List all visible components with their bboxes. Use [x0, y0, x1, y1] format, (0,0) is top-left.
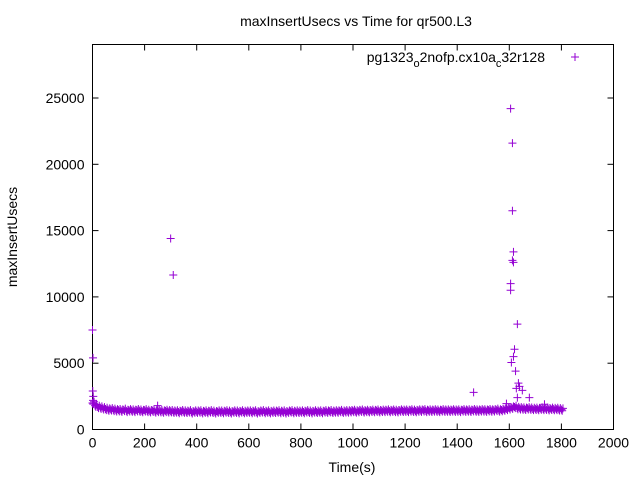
- data-point-outlier: [153, 401, 162, 410]
- x-tick-label: 600: [237, 435, 261, 451]
- data-point-outlier: [508, 139, 517, 148]
- data-point-outlier: [508, 206, 517, 215]
- data-point-outlier: [509, 352, 518, 361]
- legend-label: pg1323o2nofp.cx10ac32r128: [367, 49, 545, 70]
- data-point-outlier: [514, 379, 523, 388]
- legend-marker: [571, 53, 579, 61]
- data-point-outlier: [525, 393, 534, 402]
- x-tick-label: 1800: [546, 435, 577, 451]
- x-tick-label: 800: [289, 435, 313, 451]
- y-tick-label: 15000: [46, 223, 85, 239]
- data-point-outlier: [511, 367, 520, 376]
- data-point-outlier: [509, 258, 518, 267]
- y-axis-label: maxInsertUsecs: [4, 187, 20, 287]
- data-point-outlier: [540, 400, 549, 409]
- y-tick-label: 10000: [46, 289, 85, 305]
- legend: pg1323o2nofp.cx10ac32r128: [367, 49, 579, 70]
- data-point-outlier: [507, 358, 516, 367]
- y-tick-label: 20000: [46, 156, 85, 172]
- data-point: [557, 405, 566, 414]
- x-tick-label: 1000: [337, 435, 368, 451]
- data-point-outlier: [502, 399, 511, 408]
- x-tick-label: 400: [185, 435, 209, 451]
- data-point-outlier: [88, 326, 97, 335]
- data-point-outlier: [89, 396, 98, 405]
- data-point-outlier: [518, 386, 527, 395]
- data-point-outlier: [506, 104, 515, 113]
- x-tick-label: 1200: [390, 435, 421, 451]
- y-tick-label: 5000: [53, 355, 84, 371]
- data-point-outlier: [509, 247, 518, 256]
- data-point-outlier: [512, 384, 521, 393]
- chart-title: maxInsertUsecs vs Time for qr500.L3: [240, 13, 472, 29]
- data-point-outlier: [469, 388, 478, 397]
- y-tick-label: 0: [77, 422, 85, 438]
- data-point-outlier: [88, 387, 97, 396]
- x-tick-label: 2000: [598, 435, 629, 451]
- data-point-outlier: [513, 393, 522, 402]
- data-point-outlier: [166, 234, 175, 243]
- data-point: [558, 404, 567, 413]
- data-point-outlier: [513, 320, 522, 329]
- x-tick-label: 200: [133, 435, 157, 451]
- data-point-outlier: [89, 353, 98, 362]
- data-point-outlier: [508, 256, 517, 265]
- data-point-outlier: [169, 271, 178, 280]
- y-tick-label: 25000: [46, 90, 85, 106]
- x-tick-label: 0: [89, 435, 97, 451]
- data-point-outlier: [510, 345, 519, 354]
- x-tick-label: 1600: [494, 435, 525, 451]
- data-point-outlier: [506, 286, 515, 295]
- x-tick-label: 1400: [442, 435, 473, 451]
- x-axis-label: Time(s): [329, 459, 376, 475]
